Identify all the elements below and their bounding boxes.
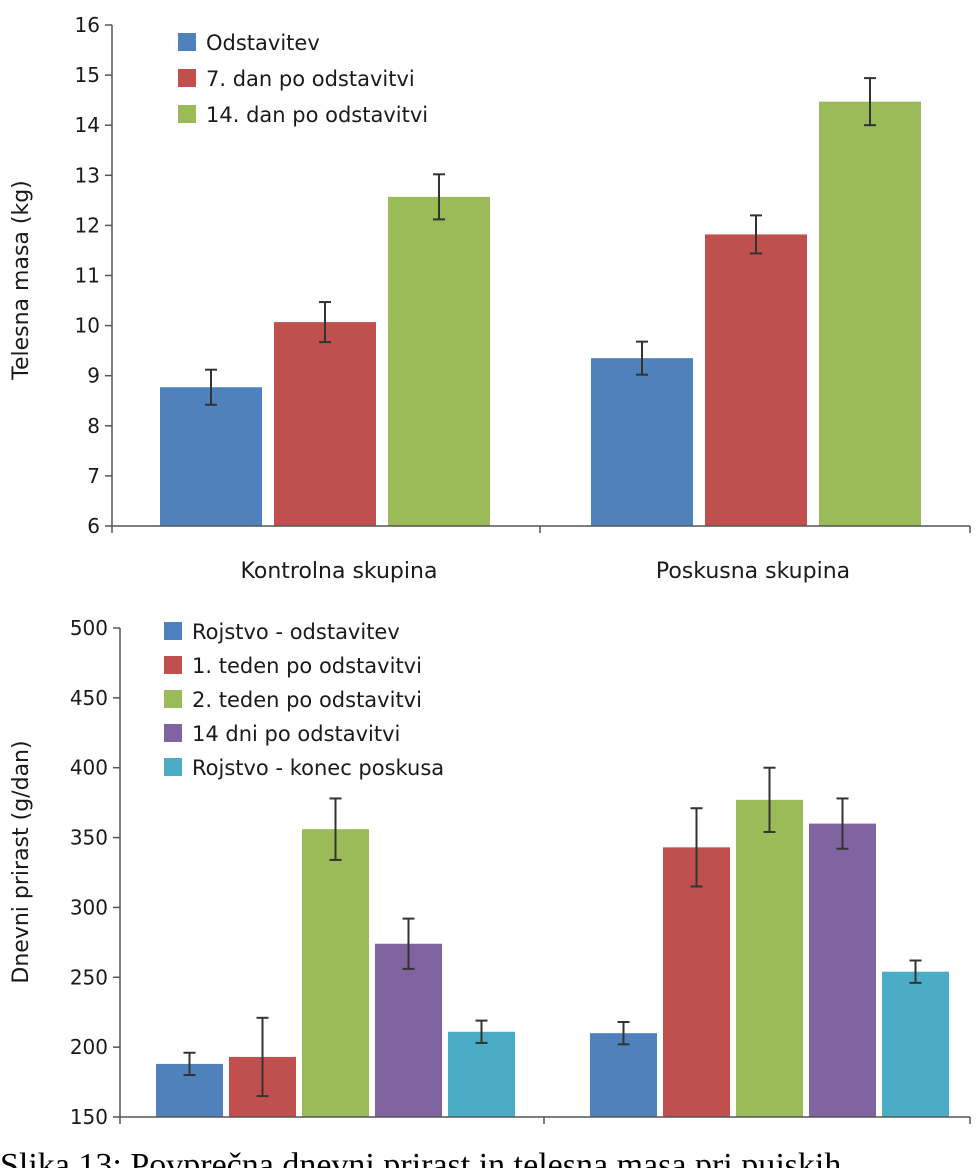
y-tick-label: 13	[75, 163, 100, 187]
y-tick-label: 6	[87, 514, 100, 538]
y-tick-label: 150	[70, 1105, 108, 1129]
legend-label: 7. dan po odstavitvi	[206, 67, 415, 91]
legend-swatch	[178, 105, 196, 123]
legend-label: 14 dni po odstavitvi	[192, 722, 400, 746]
y-tick-label: 350	[70, 826, 108, 850]
bar-5	[448, 1032, 515, 1117]
y-tick-labels: 6 7 8 9 10 11 12 13 14 15 16	[75, 13, 100, 538]
bar-1	[591, 358, 693, 526]
legend-label: 2. teden po odstavitvi	[192, 688, 422, 712]
legend-swatch	[164, 724, 182, 742]
y-tick-label: 11	[75, 264, 100, 288]
legend-swatch	[178, 33, 196, 51]
bar-2	[663, 847, 730, 1117]
y-tick-label: 200	[70, 1035, 108, 1059]
legend-label: Rojstvo - odstavitev	[192, 620, 400, 644]
y-tick-label: 7	[87, 464, 100, 488]
bar-2	[705, 234, 807, 526]
legend-swatch	[164, 622, 182, 640]
y-axis-label-group: Telesna masa (kg)	[9, 180, 34, 380]
y-tick-label: 14	[75, 113, 100, 137]
bar-2	[274, 322, 376, 526]
legend-swatch	[164, 656, 182, 674]
y-tick-label: 400	[70, 756, 108, 780]
legend-label: Odstavitev	[206, 31, 320, 55]
y-tick-label: 16	[75, 13, 100, 37]
y-axis-label: Dnevni prirast (g/dan)	[9, 740, 34, 983]
bar-1	[590, 1033, 657, 1117]
y-tick-label: 8	[87, 414, 100, 438]
category-labels: Kontrolna skupina Poskusna skupina	[241, 559, 851, 584]
y-tick-label: 12	[75, 213, 100, 237]
category-label: Kontrolna skupina	[241, 559, 438, 584]
y-tick-label: 500	[70, 616, 108, 640]
y-tick-label: 250	[70, 965, 108, 989]
bar-3	[302, 829, 369, 1117]
bars	[160, 78, 921, 526]
y-tick-label: 300	[70, 895, 108, 919]
daily-gain-chart: Dnevni prirast (g/dan) 150 200 250 300 350 40…	[0, 600, 978, 1146]
legend-label: Rojstvo - konec poskusa	[192, 756, 444, 780]
legend-label: 1. teden po odstavitvi	[192, 654, 422, 678]
legend-swatch	[164, 758, 182, 776]
y-axis-label-group: Dnevni prirast (g/dan)	[9, 740, 34, 983]
legend-swatch	[164, 690, 182, 708]
legend: Odstavitev 7. dan po odstavitvi 14. dan po…	[178, 31, 428, 127]
bar-4	[809, 824, 876, 1117]
body-mass-chart: Telesna masa (kg) 6 7 8 9 10 11 12 13 14 15 16 Kon…	[0, 0, 978, 600]
legend-label: 14. dan po odstavitvi	[206, 103, 428, 127]
y-tick-label: 15	[75, 63, 100, 87]
y-tick-label: 10	[75, 314, 100, 338]
category-label: Poskusna skupina	[656, 559, 850, 584]
bar-1	[160, 387, 262, 526]
legend-swatch	[178, 69, 196, 87]
y-tick-labels: 150 200 250 300 350 400 450 500	[70, 616, 108, 1129]
bar-5	[882, 972, 949, 1117]
figure-caption: Slika 13: Povprečna dnevni prirast in te…	[0, 1146, 978, 1168]
y-tick-label: 9	[87, 364, 100, 388]
y-axis-label: Telesna masa (kg)	[9, 180, 34, 380]
y-tick-label: 450	[70, 686, 108, 710]
bar-3	[819, 102, 921, 526]
legend: Rojstvo - odstavitev 1. teden po odstavit…	[164, 620, 444, 780]
bar-3	[388, 197, 490, 526]
bars	[156, 768, 949, 1117]
bar-3	[736, 800, 803, 1117]
